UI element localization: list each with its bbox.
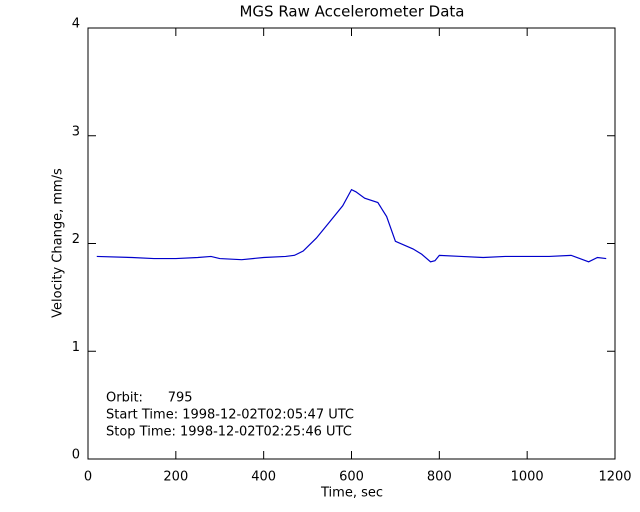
x-tick-label: 400 [251,470,276,485]
annotation: Start Time: 1998-12-02T02:05:47 UTC [106,408,354,423]
y-tick-label: 3 [72,124,80,139]
y-axis-label: Velocity Change, mm/s [51,168,66,318]
annotation: Stop Time: 1998-12-02T02:25:46 UTC [106,425,352,440]
x-tick-label: 1000 [511,470,544,485]
chart-title: MGS Raw Accelerometer Data [239,3,464,21]
data-line [96,188,607,263]
y-tick-label: 2 [72,232,80,247]
x-tick-label: 600 [339,470,364,485]
y-tick-label: 4 [72,17,80,32]
x-tick-label: 800 [427,470,452,485]
y-tick-label: 1 [72,340,80,355]
x-axis-label: Time, sec [320,486,383,501]
x-tick-label: 0 [84,470,92,485]
y-tick-label: 0 [72,448,80,463]
x-tick-label: 1200 [598,470,631,485]
annotation: Orbit: 795 [106,391,193,406]
x-tick-label: 200 [163,470,188,485]
